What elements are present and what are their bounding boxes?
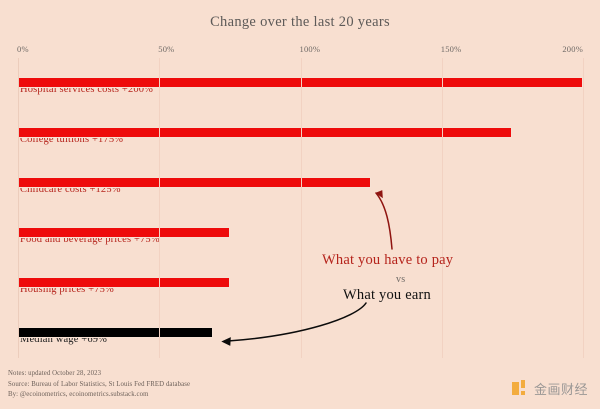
bar-label: Childcare costs +125% <box>20 184 121 195</box>
bar <box>18 277 230 288</box>
gridline <box>18 58 19 358</box>
x-axis-tick-labels: 0% 50% 100% 150% 200% <box>17 44 583 58</box>
x-tick-label: 150% <box>440 44 462 54</box>
annotation-what-you-have-to-pay: What you have to pay <box>322 252 454 268</box>
bar <box>18 227 230 238</box>
x-tick-label: 200% <box>562 44 583 54</box>
x-tick-label: 50% <box>158 44 175 54</box>
bar-label: Hospital services costs +200% <box>20 84 154 95</box>
footer-notes: Notes: updated October 28, 2023 Source: … <box>8 369 190 401</box>
annotation-what-you-earn: What you earn <box>343 287 431 303</box>
plot-area: 0% 50% 100% 150% 200% Hospital services cost… <box>17 44 584 358</box>
footer-line-byline: By: @ecoinometrics, ecoinometrics.substa… <box>8 391 149 399</box>
bar <box>18 327 213 338</box>
bar-label: Food and beverage prices +75% <box>20 234 160 245</box>
watermark-logo-icon <box>511 379 530 398</box>
footer-line-source: Source: Bureau of Labor Statistics, St L… <box>8 380 191 388</box>
watermark-label: 金画财经 <box>533 383 588 398</box>
gridline <box>300 58 302 358</box>
page-title: Change over the last 20 years <box>210 14 390 30</box>
x-tick-label: 0% <box>17 44 29 54</box>
gridline <box>441 58 443 358</box>
gridline <box>583 58 584 358</box>
bar-label: Housing prices +75% <box>20 284 114 295</box>
gridline <box>159 58 161 358</box>
footer-line-notes: Notes: updated October 28, 2023 <box>8 370 102 378</box>
x-tick-label: 100% <box>299 44 321 54</box>
bar-label: Median wage +69% <box>20 334 108 345</box>
annotation-vs: vs <box>396 274 406 285</box>
bar <box>18 127 513 138</box>
bar-label: College tuitions +175% <box>20 134 124 145</box>
bar <box>18 177 372 188</box>
watermark: 金画财经 <box>511 379 588 398</box>
